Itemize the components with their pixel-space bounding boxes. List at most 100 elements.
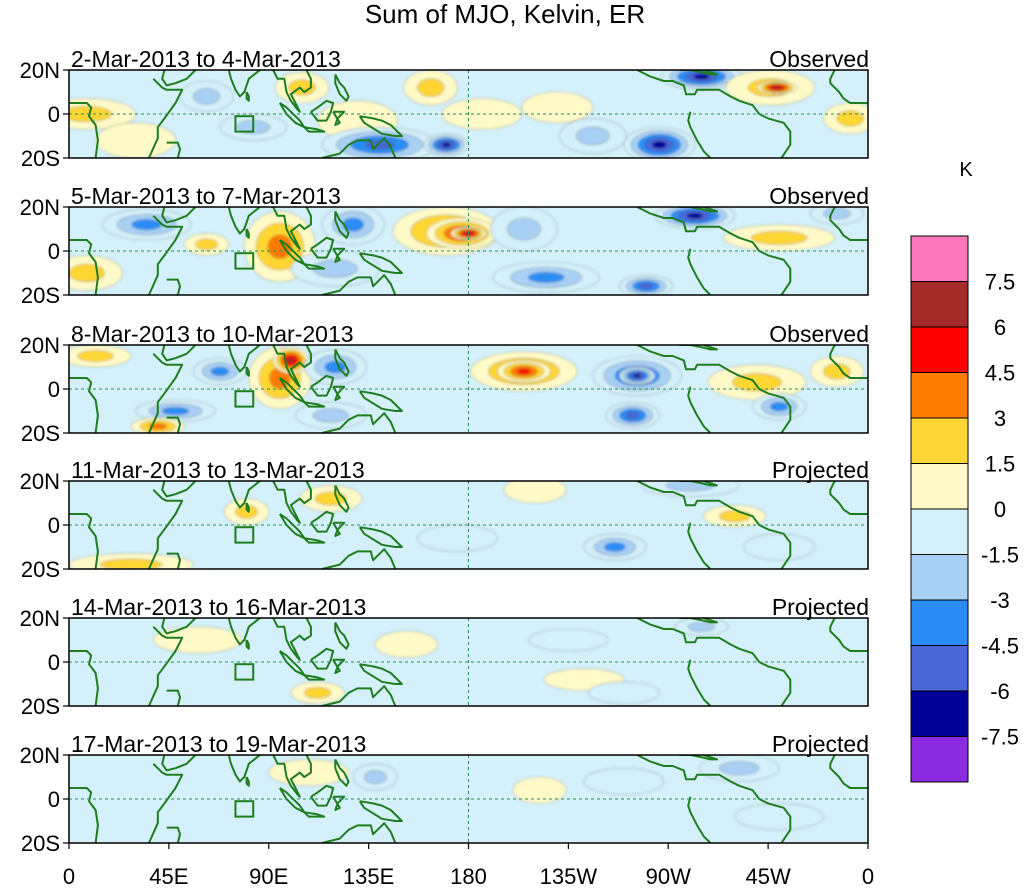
coastline xyxy=(245,639,250,650)
anomaly-contours xyxy=(69,345,864,433)
anomaly-contour xyxy=(342,217,364,232)
anomaly-contour xyxy=(161,407,190,415)
anomaly-contour xyxy=(521,91,594,124)
coastline xyxy=(303,263,326,270)
coastline xyxy=(679,755,719,761)
y-tick-label: 20S xyxy=(21,146,60,171)
coastline xyxy=(272,618,312,661)
coastline xyxy=(303,401,326,408)
y-tick-label: 0 xyxy=(48,513,60,538)
coastline xyxy=(687,796,712,843)
anomaly-contours xyxy=(268,755,824,831)
map-panel: 2-Mar-2013 to 4-Mar-2013 Observed 20N 0 20S xyxy=(20,46,869,171)
map-panels: 2-Mar-2013 to 4-Mar-2013 Observed20N020S5… xyxy=(20,46,869,856)
y-tick-label: 0 xyxy=(48,377,60,402)
coastline xyxy=(332,110,346,126)
y-tick-label: 20N xyxy=(20,469,60,494)
coastline xyxy=(166,689,181,706)
coastline xyxy=(334,73,350,102)
y-tick-label: 0 xyxy=(48,650,60,675)
y-tick-label: 20N xyxy=(20,333,60,358)
x-tick-label: 135W xyxy=(540,864,598,889)
anomaly-field xyxy=(69,70,868,158)
coastline xyxy=(245,366,250,377)
map-panel: 11-Mar-2013 to 13-Mar-2013 Projected 20N 0 2… xyxy=(20,457,869,582)
reference-box xyxy=(234,800,255,818)
coastlines xyxy=(69,481,868,569)
coastline xyxy=(334,758,350,787)
coastline xyxy=(227,481,261,509)
coastline xyxy=(334,621,350,650)
coastline xyxy=(69,377,99,433)
coastline xyxy=(636,345,792,433)
colorbar-tick-label: -4.5 xyxy=(981,634,1019,659)
coastline xyxy=(636,755,792,843)
x-tick-label: 90E xyxy=(249,864,288,889)
anomaly-contour xyxy=(651,140,667,149)
coastline xyxy=(358,115,403,137)
coastline xyxy=(147,626,184,706)
y-tick-label: 20S xyxy=(21,831,60,856)
y-tick-label: 20S xyxy=(21,283,60,308)
coastline xyxy=(272,755,312,798)
coastline xyxy=(310,647,335,670)
anomaly-field xyxy=(69,345,868,433)
anomaly-contour xyxy=(770,401,789,412)
coastline xyxy=(829,481,868,515)
anomaly-contour xyxy=(267,234,292,259)
coastline xyxy=(636,618,792,706)
reference-box xyxy=(234,252,255,270)
panel-status-label: Projected xyxy=(772,594,869,620)
coastline xyxy=(321,685,397,706)
coastline xyxy=(69,513,99,569)
panel-period-label: 14-Mar-2013 to 16-Mar-2013 xyxy=(71,594,366,620)
anomaly-contour xyxy=(417,78,445,97)
coastline xyxy=(227,755,261,783)
y-tick-label: 20S xyxy=(21,694,60,719)
colorbar-tick-label: 4.5 xyxy=(985,361,1016,386)
anomaly-contour xyxy=(195,238,219,251)
coastline xyxy=(272,70,312,113)
panel-status-label: Projected xyxy=(772,731,869,757)
anomaly-contour xyxy=(743,533,816,561)
anomaly-contour xyxy=(374,630,438,658)
anomaly-contour xyxy=(517,368,531,375)
coastline xyxy=(321,822,397,843)
x-tick-label: 45W xyxy=(746,864,791,889)
coastline xyxy=(679,345,719,351)
anomaly-contour xyxy=(287,357,295,364)
coastline xyxy=(166,141,181,158)
reference-box xyxy=(234,390,255,408)
coastline xyxy=(679,207,719,213)
anomaly-contour xyxy=(363,770,387,784)
coastline xyxy=(687,248,712,295)
panel-status-label: Observed xyxy=(769,321,869,347)
colorbar-swatch xyxy=(910,508,969,555)
anomaly-field xyxy=(69,481,868,569)
coastline xyxy=(147,353,184,433)
coastline xyxy=(69,239,99,295)
colorbar-swatch xyxy=(910,326,969,373)
coastline xyxy=(332,795,346,811)
coastline xyxy=(358,526,403,548)
coastline xyxy=(303,674,326,681)
anomaly-contour xyxy=(693,73,710,80)
coastline xyxy=(161,70,197,87)
coastline xyxy=(303,126,326,133)
colorbar-swatch xyxy=(910,463,969,510)
coastline xyxy=(358,252,403,274)
panel-status-label: Projected xyxy=(772,457,869,483)
coastline xyxy=(358,800,403,822)
coastline xyxy=(334,484,350,513)
map-panel: 17-Mar-2013 to 19-Mar-2013 Projected 20N 0 2… xyxy=(20,731,869,856)
coastline xyxy=(636,481,792,569)
coastline xyxy=(303,537,326,544)
anomaly-contour xyxy=(823,207,851,220)
map-panel: 5-Mar-2013 to 7-Mar-2013 Observed 20N 0 20S xyxy=(20,183,869,308)
coastline xyxy=(636,207,792,295)
coastline xyxy=(636,70,792,158)
colorbar-tick-label: -6 xyxy=(990,679,1010,704)
coastline xyxy=(829,755,868,789)
coastline xyxy=(161,207,197,224)
coastline xyxy=(679,618,719,624)
